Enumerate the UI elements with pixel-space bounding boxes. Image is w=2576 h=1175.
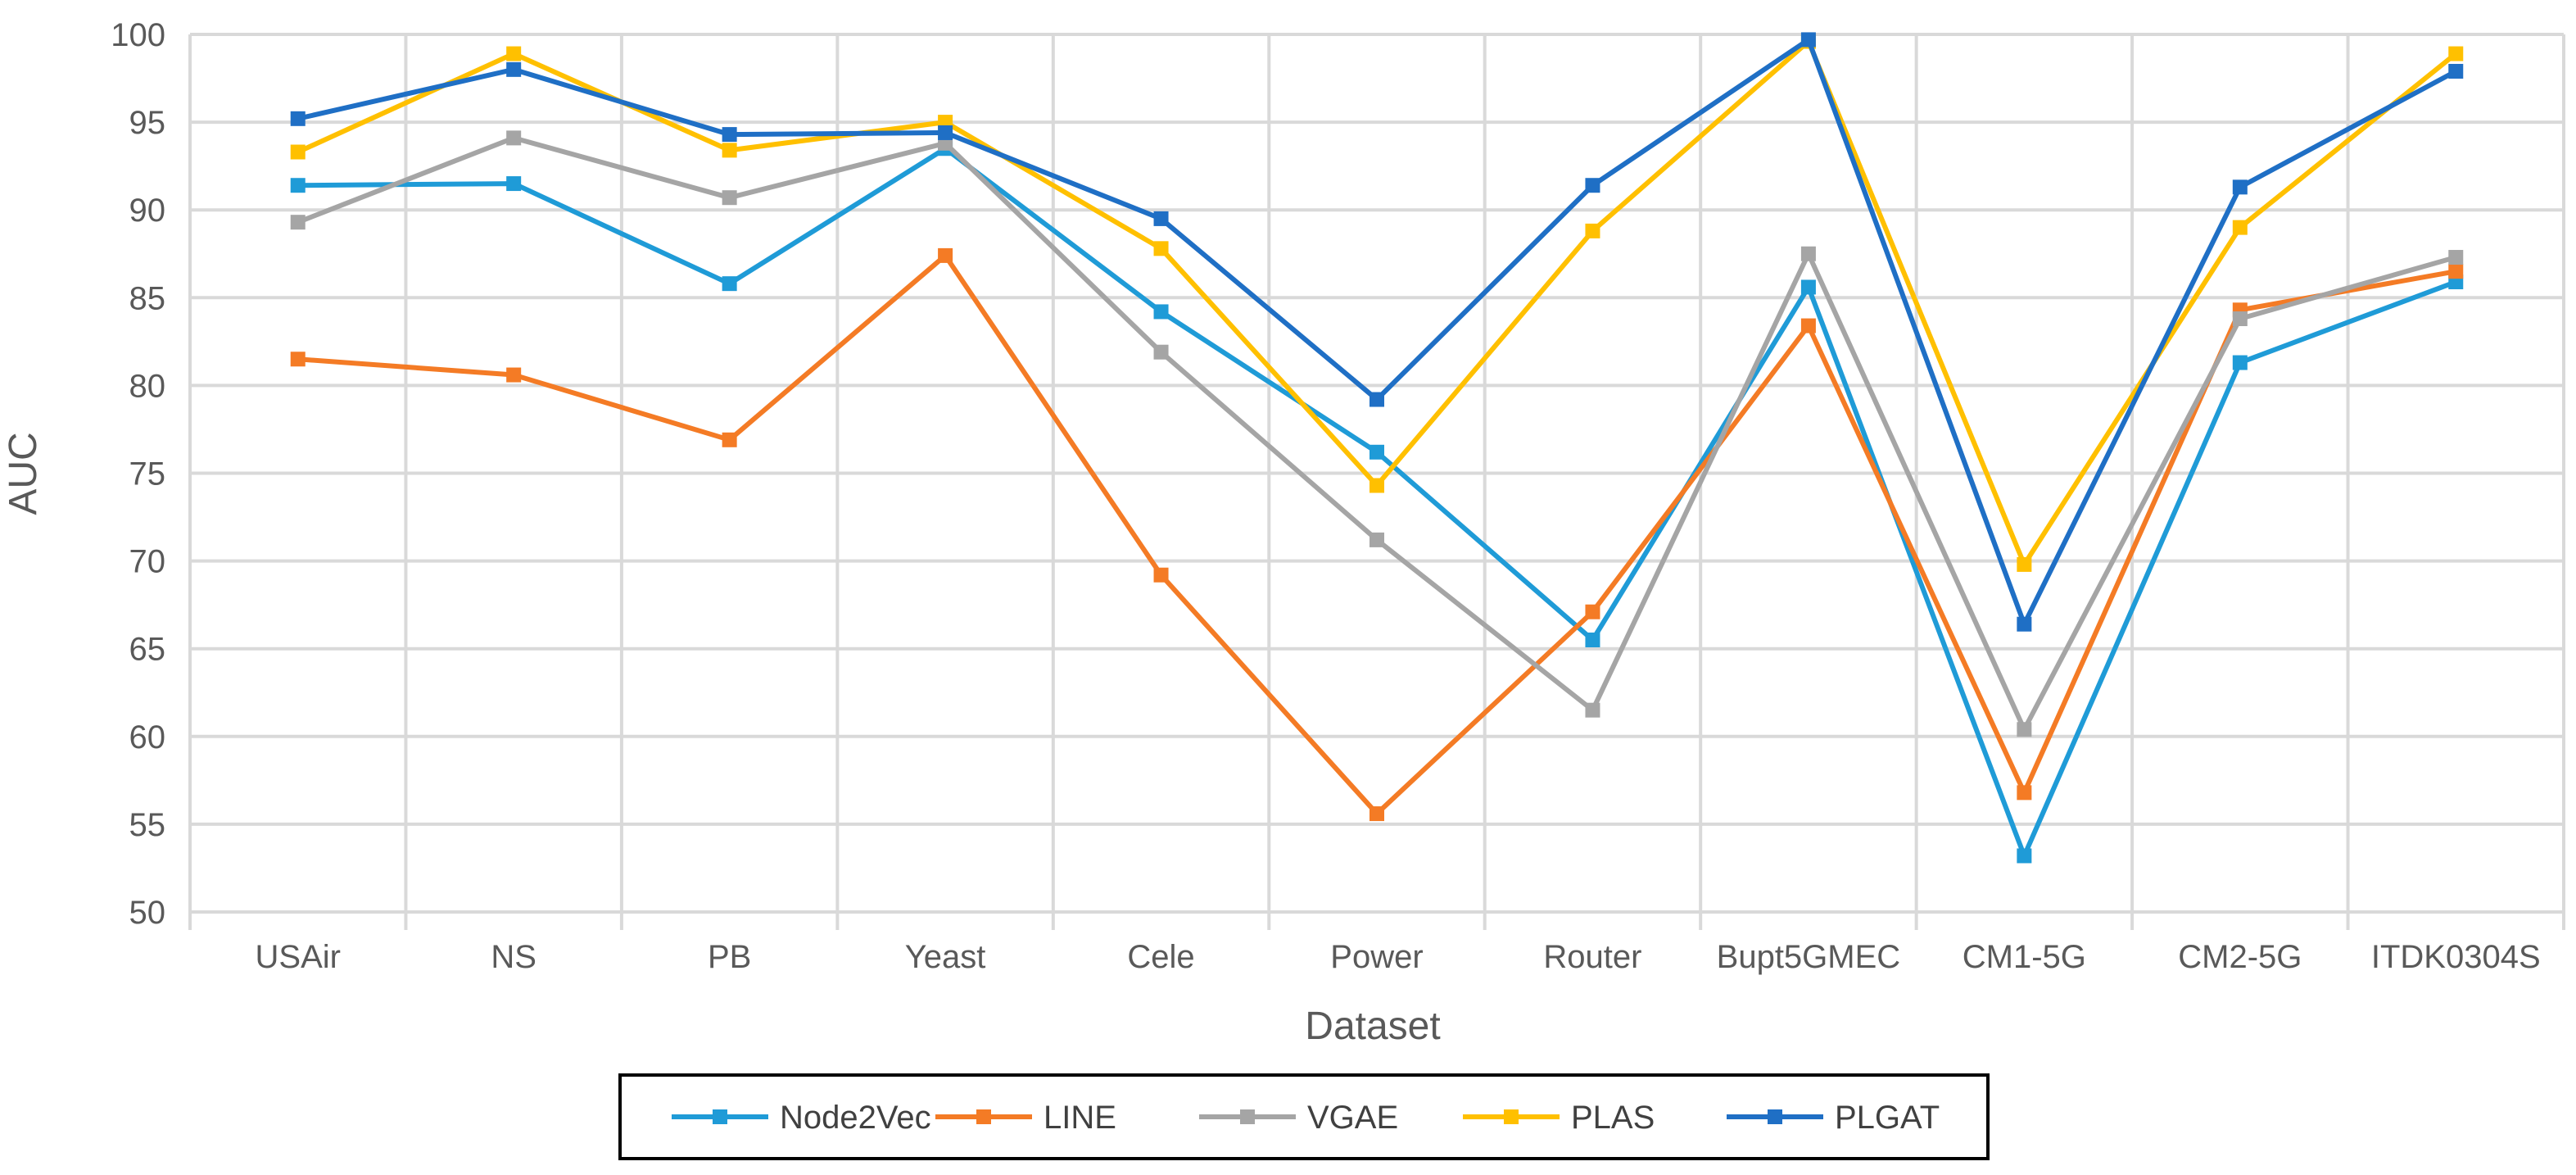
x-tick-label: CM2-5G [2178,939,2302,975]
y-tick-label: 75 [129,456,166,492]
data-point [2232,179,2248,195]
data-point [1369,444,1384,460]
x-tick-label: USAir [256,939,341,975]
data-point [506,367,522,383]
legend-label: VGAE [1307,1100,1398,1136]
legend-label: PLGAT [1835,1100,1940,1136]
legend-swatch-marker [976,1109,991,1124]
y-axis-ticks: 50 55 60 65 70 75 80 85 90 95 100 [111,17,165,931]
data-point [1153,304,1169,320]
data-point [2017,556,2032,572]
y-tick-label: 80 [129,368,166,404]
series-line [290,247,2464,822]
data-point [2448,63,2464,79]
legend-swatch-marker [1240,1109,1255,1124]
x-tick-label: Bupt5GMEC [1717,939,1901,975]
data-point [1800,318,1816,333]
data-point [1369,478,1384,493]
data-point [1369,392,1384,407]
legend-item-node2vec: Node2Vec [672,1100,931,1136]
data-point [1153,344,1169,360]
x-tick-label: Router [1543,939,1641,975]
legend-item-plgat: PLGAT [1727,1100,1940,1136]
data-point [722,276,737,292]
legend-item-vgae: VGAE [1199,1100,1398,1136]
legend-item-line: LINE [935,1100,1116,1136]
x-tick-label: ITDK0304S [2371,939,2541,975]
x-tick-label: Yeast [905,939,986,975]
series-node2vec [290,141,2464,864]
data-point [2232,355,2248,370]
data-point [722,432,737,447]
data-point [1585,178,1600,193]
data-point [2017,785,2032,801]
data-point [290,144,306,160]
x-axis-ticks: USAir NS PB Yeast Cele Power Router Bupt5GMEC CM… [256,939,2541,975]
data-point [290,215,306,230]
data-point [1153,211,1169,226]
y-tick-label: 90 [129,193,166,229]
x-tick-label: PB [708,939,751,975]
y-axis-title: AUC [2,432,45,515]
data-point [290,178,306,193]
data-point [938,125,953,140]
data-point [290,352,306,367]
legend-label: LINE [1044,1100,1116,1136]
x-axis-title: Dataset [1305,1005,1440,1048]
y-tick-label: 50 [129,895,166,931]
data-point [2017,848,2032,864]
y-tick-label: 100 [111,17,165,53]
y-tick-label: 95 [129,105,166,141]
x-tick-label: NS [491,939,536,975]
y-tick-label: 85 [129,280,166,316]
data-point [2232,220,2248,235]
data-point [1800,32,1816,48]
legend: Node2Vec LINE VGAE PLAS PLGAT [618,1073,1990,1160]
legend-swatch-marker [1504,1109,1519,1124]
series-vgae [290,130,2464,737]
data-point [1153,241,1169,256]
data-point [938,247,953,263]
data-point [722,190,737,206]
data-point [1369,532,1384,547]
series-group [290,32,2464,864]
data-point [290,111,306,126]
data-point [722,143,737,158]
data-point [506,46,522,61]
y-tick-label: 65 [129,632,166,668]
data-point [1153,567,1169,583]
legend-label: PLAS [1571,1100,1655,1136]
legend-swatch-marker [1768,1109,1782,1124]
data-point [1585,632,1600,647]
data-point [2017,616,2032,632]
legend-item-plas: PLAS [1463,1100,1655,1136]
data-point [2232,311,2248,327]
data-point [2448,264,2464,279]
data-point [1585,604,1600,619]
legend-swatch-marker [713,1109,727,1124]
y-tick-label: 70 [129,544,166,580]
y-tick-label: 60 [129,719,166,755]
gridlines [188,33,2565,930]
y-tick-label: 55 [129,807,166,843]
data-point [506,176,522,192]
data-point [2448,46,2464,61]
data-point [2017,722,2032,737]
data-point [506,61,522,77]
data-point [1585,223,1600,238]
data-point [1800,246,1816,261]
data-point [506,130,522,146]
data-point [722,127,737,143]
x-tick-label: Cele [1127,939,1194,975]
x-tick-label: CM1-5G [1963,939,2086,975]
data-point [1585,702,1600,718]
data-point [1800,279,1816,295]
data-point [2448,250,2464,265]
legend-label: Node2Vec [780,1100,931,1136]
data-point [1369,806,1384,822]
series-plgat [290,32,2464,632]
x-tick-label: Power [1330,939,1423,975]
